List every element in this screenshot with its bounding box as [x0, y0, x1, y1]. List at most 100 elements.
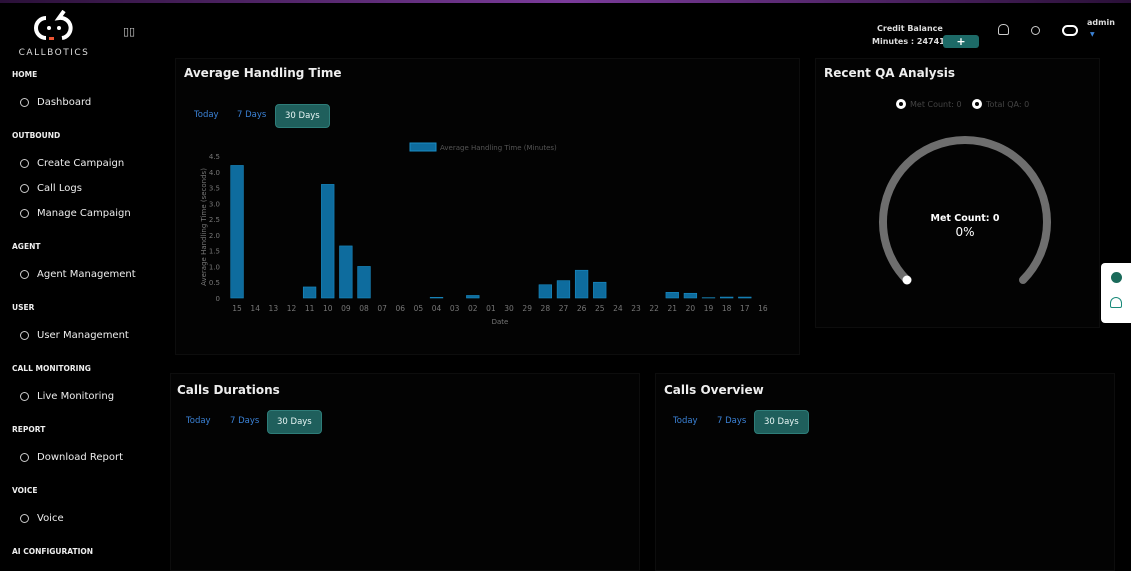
sidebar-section: AGENT — [12, 242, 41, 251]
y-tick-label: 1.0 — [209, 263, 220, 271]
add-credit-button[interactable]: + — [943, 35, 979, 48]
overview-tab-today[interactable]: Today — [673, 416, 698, 426]
phone-icon — [20, 184, 29, 193]
sidebar-section: OUTBOUND — [12, 131, 61, 140]
x-tick-label: 04 — [432, 304, 442, 313]
x-tick-label: 14 — [250, 304, 260, 313]
y-tick-label: 3.5 — [209, 185, 220, 193]
y-axis-label: Average Handling Time (seconds) — [200, 168, 208, 286]
manage-icon — [20, 209, 29, 218]
x-tick-label: 06 — [395, 304, 405, 313]
bot-icon[interactable] — [1111, 272, 1122, 283]
sidebar-item-dashboard[interactable]: Dashboard — [20, 97, 91, 108]
top-accent-bar — [0, 0, 1131, 3]
bar — [556, 280, 571, 299]
avatar-icon[interactable] — [1062, 25, 1078, 36]
x-tick-label: 02 — [468, 304, 478, 313]
user-name[interactable]: admin — [1087, 18, 1115, 27]
phone-icon — [20, 392, 29, 401]
x-tick-label: 13 — [269, 304, 279, 313]
x-tick-label: 21 — [667, 304, 677, 313]
sidebar-item-label: Download Report — [37, 452, 124, 463]
legend-met-count[interactable]: Met Count: 0 — [910, 100, 962, 109]
bar — [339, 245, 353, 299]
gauge-label: Met Count: 0 — [930, 213, 1000, 224]
x-tick-label: 07 — [377, 304, 387, 313]
x-tick-label: 26 — [577, 304, 587, 313]
sidebar-item-label: Call Logs — [37, 183, 82, 194]
grid-menu-icon[interactable]: ▯▯ — [123, 25, 136, 38]
bar — [357, 266, 371, 299]
x-tick-label: 28 — [541, 304, 551, 313]
overview-tab-30days[interactable]: 30 Days — [754, 410, 809, 434]
x-tick-label: 08 — [359, 304, 369, 313]
x-tick-label: 25 — [595, 304, 605, 313]
x-tick-label: 15 — [232, 304, 242, 313]
y-tick-label: 3.0 — [209, 200, 220, 208]
sidebar-section: AI CONFIGURATION — [12, 547, 94, 556]
headset-icon[interactable] — [1110, 297, 1122, 308]
gauge-track — [879, 136, 1051, 284]
sidebar-item-call-logs[interactable]: Call Logs — [20, 183, 82, 194]
credit-balance-label: Credit Balance — [877, 24, 943, 33]
bar — [665, 292, 679, 299]
minutes-balance: Minutes : 247413 — [872, 37, 951, 46]
x-tick-label: 10 — [323, 304, 333, 313]
sidebar-section: HOME — [12, 70, 38, 79]
legend-label: Average Handling Time (Minutes) — [440, 144, 557, 152]
aht-tab-30days[interactable]: 30 Days — [275, 104, 330, 128]
x-tick-label: 16 — [758, 304, 768, 313]
y-tick-label: 1.5 — [209, 248, 220, 256]
sidebar-section: REPORT — [12, 425, 46, 434]
x-tick-label: 17 — [740, 304, 750, 313]
sidebar-item-label: Manage Campaign — [37, 208, 131, 219]
aht-tab-7days[interactable]: 7 Days — [237, 110, 267, 120]
helper-widget — [1101, 263, 1131, 323]
sidebar-item-agent-management[interactable]: Agent Management — [20, 269, 136, 280]
bell-icon[interactable] — [998, 24, 1009, 35]
gauge-marker — [902, 275, 912, 285]
overview-card — [655, 373, 1115, 571]
bar — [538, 284, 552, 299]
x-tick-label: 23 — [631, 304, 641, 313]
durations-title: Calls Durations — [177, 383, 280, 397]
sidebar-item-label: Live Monitoring — [37, 391, 115, 402]
sidebar-item-create-campaign[interactable]: Create Campaign — [20, 158, 124, 169]
sidebar-item-live-monitoring[interactable]: Live Monitoring — [20, 391, 114, 402]
sidebar-item-voice[interactable]: Voice — [20, 513, 64, 524]
bar — [720, 296, 734, 299]
x-tick-label: 11 — [305, 304, 315, 313]
overview-tab-7days[interactable]: 7 Days — [717, 416, 747, 426]
bar — [230, 165, 244, 299]
y-tick-label: 2.0 — [209, 232, 220, 240]
legend-total-qa[interactable]: Total QA: 0 — [986, 100, 1030, 109]
bar — [574, 269, 589, 299]
sidebar-item-manage-campaign[interactable]: Manage Campaign — [20, 208, 131, 219]
aht-title: Average Handling Time — [184, 66, 342, 80]
theme-icon[interactable] — [1031, 26, 1040, 35]
x-tick-label: 05 — [414, 304, 424, 313]
qa-card — [815, 58, 1100, 328]
x-tick-label: 29 — [522, 304, 532, 313]
sidebar-item-download-report[interactable]: Download Report — [20, 452, 123, 463]
callbotics-logo-icon — [34, 9, 73, 40]
bar — [429, 297, 444, 299]
x-tick-label: 24 — [613, 304, 623, 313]
voice-icon — [20, 514, 29, 523]
dashboard-icon — [20, 98, 29, 107]
chevron-down-icon[interactable]: ▼ — [1090, 31, 1095, 38]
x-tick-label: 19 — [704, 304, 714, 313]
x-tick-label: 01 — [486, 304, 496, 313]
durations-tab-7days[interactable]: 7 Days — [230, 416, 260, 426]
sidebar-item-label: User Management — [37, 330, 129, 341]
bar — [321, 184, 335, 299]
durations-tab-30days[interactable]: 30 Days — [267, 410, 322, 434]
durations-tab-today[interactable]: Today — [186, 416, 211, 426]
phone-icon — [20, 453, 29, 462]
legend-met-count-icon[interactable] — [896, 99, 906, 109]
bar — [593, 281, 607, 299]
aht-tab-today[interactable]: Today — [194, 110, 219, 120]
x-tick-label: 09 — [341, 304, 351, 313]
legend-total-qa-icon[interactable] — [972, 99, 982, 109]
sidebar-item-user-management[interactable]: User Management — [20, 330, 129, 341]
